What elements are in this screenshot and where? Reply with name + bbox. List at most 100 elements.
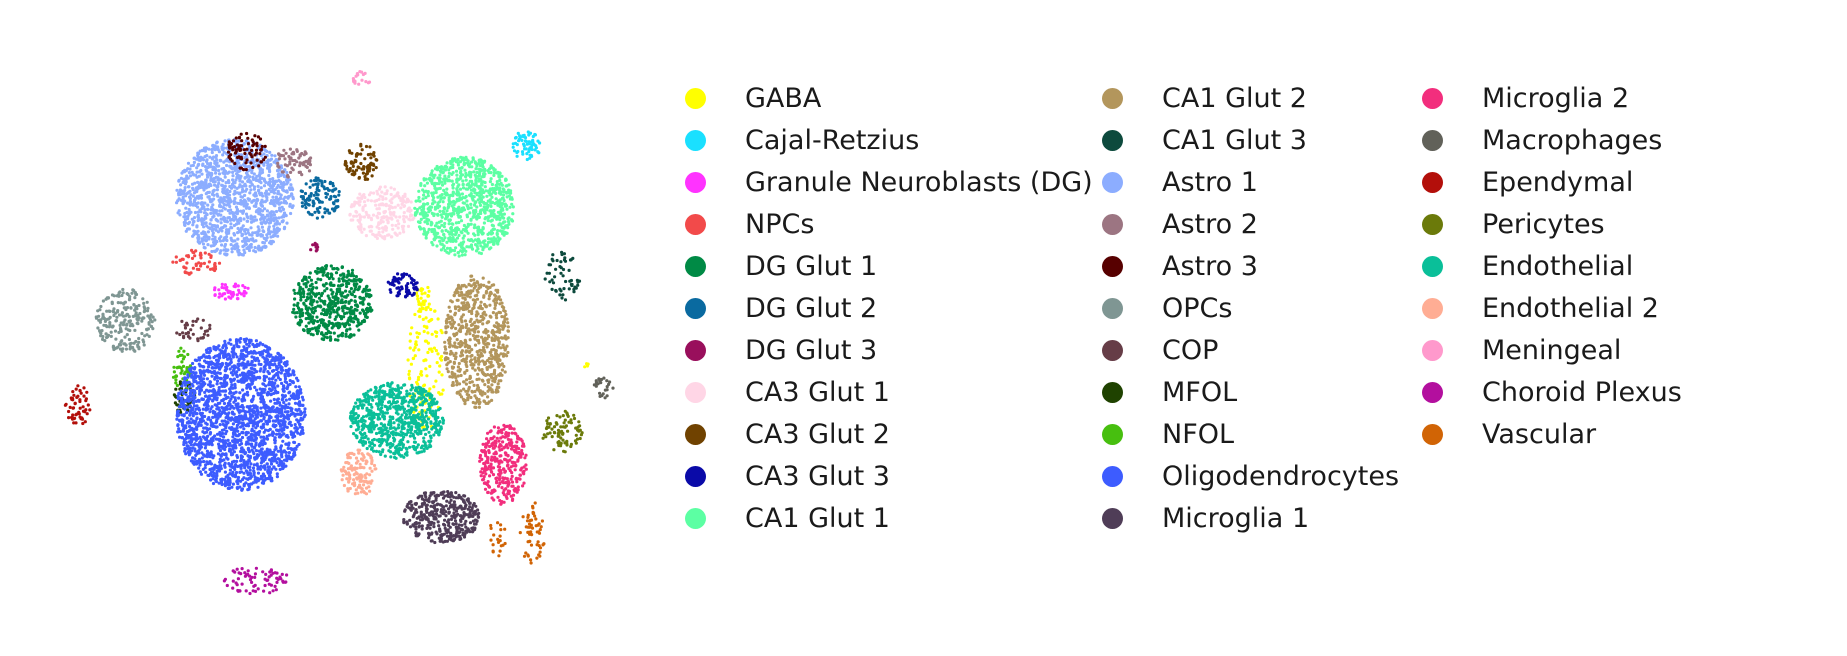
point [469,206,473,210]
point [201,158,206,162]
point [355,210,359,214]
point [345,275,349,279]
point [555,258,559,263]
point [360,148,364,152]
point [377,197,381,201]
point [217,261,222,265]
point [346,307,350,311]
point [240,139,244,143]
point [332,194,336,198]
point [178,192,182,196]
point [404,215,408,219]
point [321,267,325,271]
point [502,308,506,313]
point [399,206,403,210]
point [281,183,285,187]
point [268,150,272,154]
point [481,231,485,235]
point [110,325,114,329]
point [275,169,280,173]
point [298,286,302,290]
point [497,342,501,346]
point [344,289,348,293]
point [423,358,428,362]
point [269,163,273,167]
point [288,160,292,164]
point [188,336,192,340]
point [353,294,357,299]
point [254,239,258,243]
point [457,361,461,366]
point [303,150,307,154]
point [322,284,326,288]
point [473,215,477,219]
point [292,311,296,315]
point [387,204,391,208]
point [177,209,181,213]
point [326,323,330,327]
point [483,168,487,173]
point [297,308,301,312]
point [242,248,246,252]
point [349,305,353,309]
point [181,357,185,361]
point [424,233,428,237]
point [133,328,137,332]
series-cajal-retzius [511,130,542,162]
point [222,196,226,200]
point [407,206,411,210]
point [469,192,473,196]
point [319,278,323,282]
point [390,201,394,205]
point [374,203,378,207]
point [259,160,263,164]
point [477,174,481,178]
point [249,226,253,230]
point [473,283,477,287]
point [206,203,210,207]
point [447,341,451,345]
point [469,395,473,400]
point [325,308,329,312]
point [141,297,145,301]
point [454,208,458,212]
point [292,303,296,307]
point [468,211,472,215]
point [241,284,245,288]
point [326,329,330,333]
point [125,333,129,337]
point [485,285,489,289]
point [270,153,274,157]
point [465,329,470,333]
point [478,228,482,233]
point [478,306,483,310]
point [263,144,267,148]
point [323,302,327,306]
point [222,286,226,290]
point [237,253,241,257]
point [206,243,210,247]
point [244,184,248,188]
point [212,240,216,244]
point [411,356,415,361]
point [409,276,413,280]
point [205,207,210,211]
point [210,205,214,209]
point [419,370,423,374]
point [475,398,480,402]
series-ca3-glut-2 [343,142,379,181]
point [455,338,459,342]
point [316,197,320,201]
point [463,253,467,257]
point [476,198,480,202]
point [448,193,453,197]
point [331,201,336,205]
point [208,155,212,159]
point [221,191,226,195]
point [563,298,568,302]
point [323,312,327,316]
point [337,279,341,283]
point [432,385,436,389]
point [240,190,244,194]
point [204,180,208,184]
